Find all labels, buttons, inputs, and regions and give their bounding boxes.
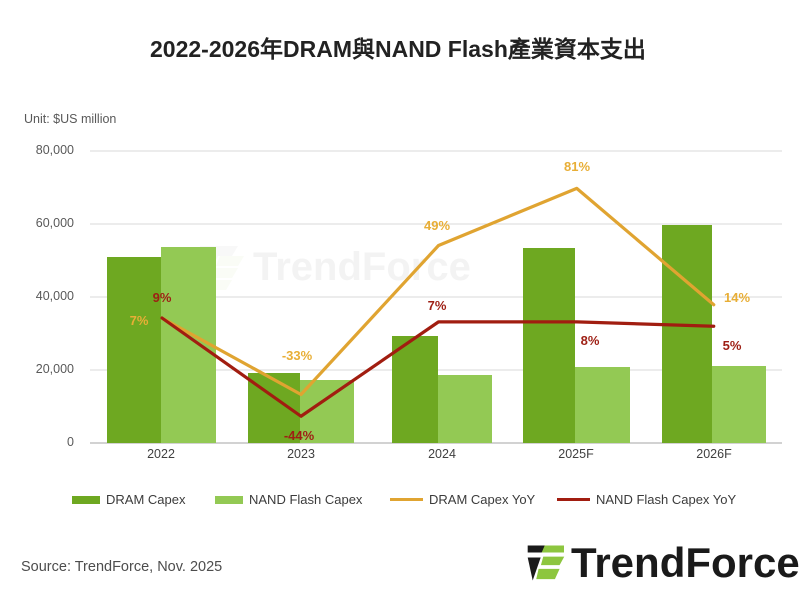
- svg-text:TrendForce: TrendForce: [571, 539, 800, 586]
